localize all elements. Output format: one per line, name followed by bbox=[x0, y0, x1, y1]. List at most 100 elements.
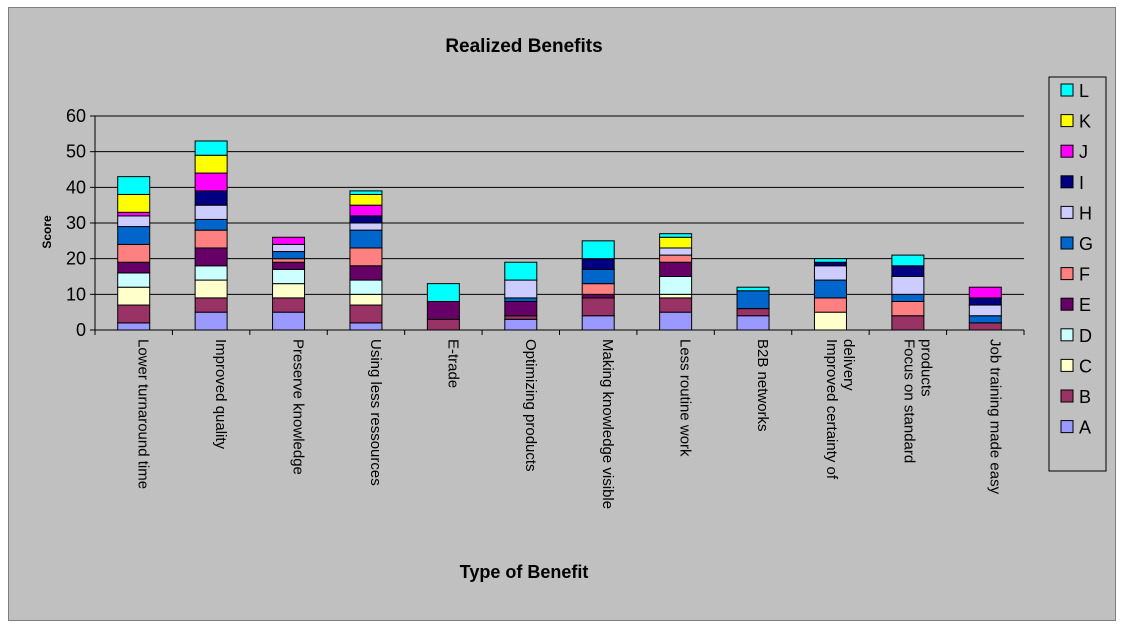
bar-segment bbox=[194, 190, 228, 206]
bar-segment bbox=[349, 193, 383, 206]
bar-segment bbox=[117, 243, 151, 263]
chart-title: Realized Benefits bbox=[445, 36, 602, 57]
bar-segment bbox=[581, 268, 615, 285]
bar-segment bbox=[349, 293, 383, 306]
bar-segment bbox=[194, 140, 228, 156]
legend-swatch bbox=[1060, 83, 1074, 97]
bar-segment bbox=[272, 243, 306, 253]
bar-segment bbox=[659, 261, 693, 278]
legend-box bbox=[1048, 76, 1107, 472]
bar-segment bbox=[891, 315, 925, 331]
y-tick-label: 60 bbox=[66, 106, 86, 126]
bar-segment bbox=[736, 308, 770, 317]
category-label: delivery bbox=[840, 339, 857, 391]
bar-segment bbox=[272, 236, 306, 245]
category-label: Less routine work bbox=[677, 339, 694, 457]
bar-segment bbox=[349, 304, 383, 324]
bar-segment bbox=[272, 268, 306, 285]
category-label: Preserve knowledge bbox=[290, 339, 307, 475]
legend-swatch bbox=[1060, 236, 1074, 250]
bar-segment bbox=[194, 172, 228, 192]
legend-swatch bbox=[1060, 175, 1074, 189]
bar-segment bbox=[581, 293, 615, 299]
bar-segment bbox=[349, 229, 383, 249]
y-tick-label: 20 bbox=[66, 249, 86, 269]
bar-segment bbox=[891, 265, 925, 277]
chart-svg: Realized Benefits Score Type of Benefit … bbox=[40, 36, 1107, 582]
y-tick-label: 50 bbox=[66, 142, 86, 162]
legend-label: E bbox=[1079, 295, 1091, 315]
category-label: Improved certainty of bbox=[823, 339, 840, 480]
bar-segment bbox=[813, 297, 847, 313]
bar-segment bbox=[504, 297, 538, 302]
bar-segment bbox=[194, 229, 228, 249]
bar-segment bbox=[813, 265, 847, 281]
chart-area: Realized Benefits Score Type of Benefit … bbox=[8, 7, 1116, 621]
bar-segment bbox=[659, 293, 693, 299]
bar-segment bbox=[117, 272, 151, 288]
bar-segment bbox=[272, 311, 306, 331]
legend-swatch bbox=[1060, 420, 1074, 434]
category-label: Using less ressources bbox=[367, 339, 384, 486]
category-label: Improved quality bbox=[212, 339, 229, 450]
bar-segment bbox=[581, 258, 615, 270]
bar-segment bbox=[581, 315, 615, 331]
bar-segment bbox=[349, 190, 383, 195]
legend-swatch bbox=[1060, 297, 1074, 311]
bar-segment bbox=[659, 236, 693, 249]
bar-segment bbox=[272, 261, 306, 270]
bar-segment bbox=[194, 265, 228, 281]
bar-segment bbox=[813, 311, 847, 331]
bar-segment bbox=[117, 261, 151, 274]
bar-segment bbox=[117, 193, 151, 213]
bar-segment bbox=[194, 204, 228, 220]
category-label: Focus on standard bbox=[900, 339, 917, 463]
bar-segment bbox=[426, 318, 460, 331]
bar-segment bbox=[504, 318, 538, 331]
bar-segment bbox=[117, 226, 151, 245]
axes: 0 10 20 30 40 50 60 Lower turnaround time Improv… bbox=[66, 106, 1025, 509]
bar-segment bbox=[349, 204, 383, 217]
legend-swatch bbox=[1060, 389, 1074, 403]
bar-segment bbox=[659, 233, 693, 238]
legend-swatch bbox=[1060, 358, 1074, 372]
bar-segment bbox=[891, 300, 925, 317]
bar-segment bbox=[659, 276, 693, 295]
legend-label: H bbox=[1079, 203, 1092, 223]
gridlines bbox=[95, 115, 1024, 295]
bar-segment bbox=[968, 304, 1002, 317]
bar-segment bbox=[117, 215, 151, 228]
y-tick-label: 40 bbox=[66, 177, 86, 197]
bar-segment bbox=[349, 322, 383, 331]
bar-segment bbox=[504, 315, 538, 320]
legend-label: F bbox=[1079, 265, 1090, 285]
legend-label: G bbox=[1079, 234, 1093, 254]
bar-segment bbox=[659, 247, 693, 256]
bar-segment bbox=[194, 297, 228, 313]
bar-segment bbox=[349, 279, 383, 295]
bar-segment bbox=[117, 211, 151, 217]
category-label: Making knowledge visible bbox=[599, 339, 616, 509]
bar-segment bbox=[581, 297, 615, 317]
bar-segment bbox=[504, 261, 538, 281]
legend-swatch bbox=[1060, 144, 1074, 158]
bar-segment bbox=[194, 218, 228, 231]
legend-label: A bbox=[1079, 418, 1091, 438]
bar-segment bbox=[426, 283, 460, 302]
bar-segment bbox=[581, 283, 615, 295]
legend-label: B bbox=[1079, 387, 1091, 407]
bar-segment bbox=[194, 311, 228, 331]
bar-segment bbox=[117, 322, 151, 331]
bar-segment bbox=[272, 297, 306, 313]
bar-segment bbox=[659, 311, 693, 331]
legend-swatch bbox=[1060, 267, 1074, 281]
bar-segment bbox=[194, 247, 228, 267]
bar-segment bbox=[504, 279, 538, 299]
bar-segment bbox=[659, 254, 693, 263]
bar-segment bbox=[891, 276, 925, 295]
bar-segment bbox=[813, 258, 847, 263]
bar-segment bbox=[581, 240, 615, 260]
bar-segment bbox=[272, 283, 306, 299]
bar-segment bbox=[736, 286, 770, 292]
